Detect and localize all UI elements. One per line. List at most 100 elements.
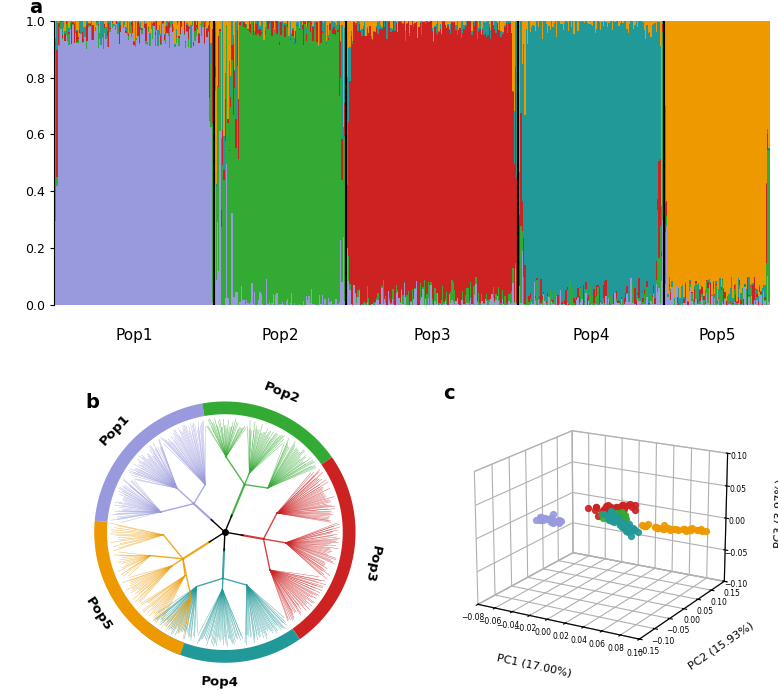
Bar xyxy=(764,21,766,284)
Bar xyxy=(231,21,233,45)
Bar xyxy=(332,21,334,29)
Bar xyxy=(314,22,315,28)
Bar xyxy=(404,21,405,282)
Bar xyxy=(213,302,214,305)
Bar xyxy=(115,26,116,29)
Bar xyxy=(727,296,728,303)
Bar xyxy=(502,32,503,34)
Bar xyxy=(748,277,750,295)
Bar xyxy=(402,23,404,24)
Bar xyxy=(242,23,244,300)
Bar xyxy=(481,301,482,305)
Bar xyxy=(454,21,455,22)
Bar xyxy=(489,26,490,300)
Bar xyxy=(306,33,307,41)
Bar xyxy=(342,181,343,281)
Bar xyxy=(677,303,678,304)
Bar xyxy=(112,28,114,305)
Bar xyxy=(523,277,524,304)
Bar xyxy=(552,304,553,305)
Bar xyxy=(202,26,204,305)
Bar xyxy=(702,21,703,287)
Bar xyxy=(145,24,146,41)
Bar xyxy=(164,21,165,34)
Bar xyxy=(732,297,734,303)
Bar xyxy=(363,29,364,302)
Bar xyxy=(257,33,258,304)
Bar xyxy=(287,21,289,26)
Bar xyxy=(657,22,658,199)
Bar xyxy=(658,288,660,305)
Bar xyxy=(677,297,678,303)
Bar xyxy=(227,123,229,297)
Bar xyxy=(242,300,244,305)
Bar xyxy=(437,293,438,305)
Bar xyxy=(727,21,728,296)
Bar xyxy=(89,24,91,26)
Bar xyxy=(491,295,492,305)
Bar xyxy=(353,21,355,22)
Bar xyxy=(608,298,609,305)
Bar xyxy=(571,27,572,300)
Bar xyxy=(327,24,328,26)
Bar xyxy=(319,22,321,295)
Bar xyxy=(133,42,135,44)
Bar xyxy=(591,25,592,304)
Bar xyxy=(156,22,157,31)
Bar xyxy=(428,21,429,22)
Bar xyxy=(702,287,703,293)
Bar xyxy=(351,35,352,304)
Bar xyxy=(731,21,732,277)
Bar xyxy=(261,32,262,34)
Bar xyxy=(146,45,148,305)
Bar xyxy=(72,24,74,305)
Bar xyxy=(568,31,569,304)
Bar xyxy=(104,21,106,24)
Bar xyxy=(530,300,531,304)
Bar xyxy=(400,22,401,302)
Bar xyxy=(717,21,718,300)
Bar xyxy=(450,292,451,303)
Bar xyxy=(415,21,417,22)
Bar xyxy=(522,231,523,252)
Bar xyxy=(634,288,636,304)
Bar xyxy=(163,23,164,24)
Bar xyxy=(513,303,515,305)
Bar xyxy=(291,293,293,305)
Bar xyxy=(262,29,263,304)
Bar xyxy=(226,25,227,26)
Bar xyxy=(159,45,161,305)
Bar xyxy=(385,296,387,302)
Bar xyxy=(551,301,552,305)
Bar xyxy=(622,23,624,302)
Bar xyxy=(661,256,662,281)
Bar xyxy=(532,24,534,304)
Bar xyxy=(172,24,173,32)
Bar xyxy=(294,44,295,302)
Bar xyxy=(86,25,87,40)
Bar xyxy=(683,21,685,297)
Bar xyxy=(231,45,233,60)
Bar xyxy=(486,301,487,305)
Bar xyxy=(185,48,187,305)
Bar xyxy=(176,42,177,305)
Bar xyxy=(743,21,745,299)
Bar xyxy=(272,22,274,28)
Bar xyxy=(509,23,510,294)
Bar xyxy=(495,33,496,293)
Bar xyxy=(762,288,763,304)
Bar xyxy=(267,29,268,304)
Bar xyxy=(108,24,110,47)
Bar xyxy=(345,27,347,81)
Bar xyxy=(438,21,440,31)
Bar xyxy=(500,38,502,304)
Bar xyxy=(498,21,499,30)
Bar xyxy=(57,177,58,186)
Bar xyxy=(240,286,242,305)
Bar xyxy=(732,303,734,304)
Bar xyxy=(538,300,539,305)
Bar xyxy=(755,21,756,288)
Bar xyxy=(645,21,647,39)
Bar xyxy=(566,286,568,290)
Bar xyxy=(148,21,149,27)
